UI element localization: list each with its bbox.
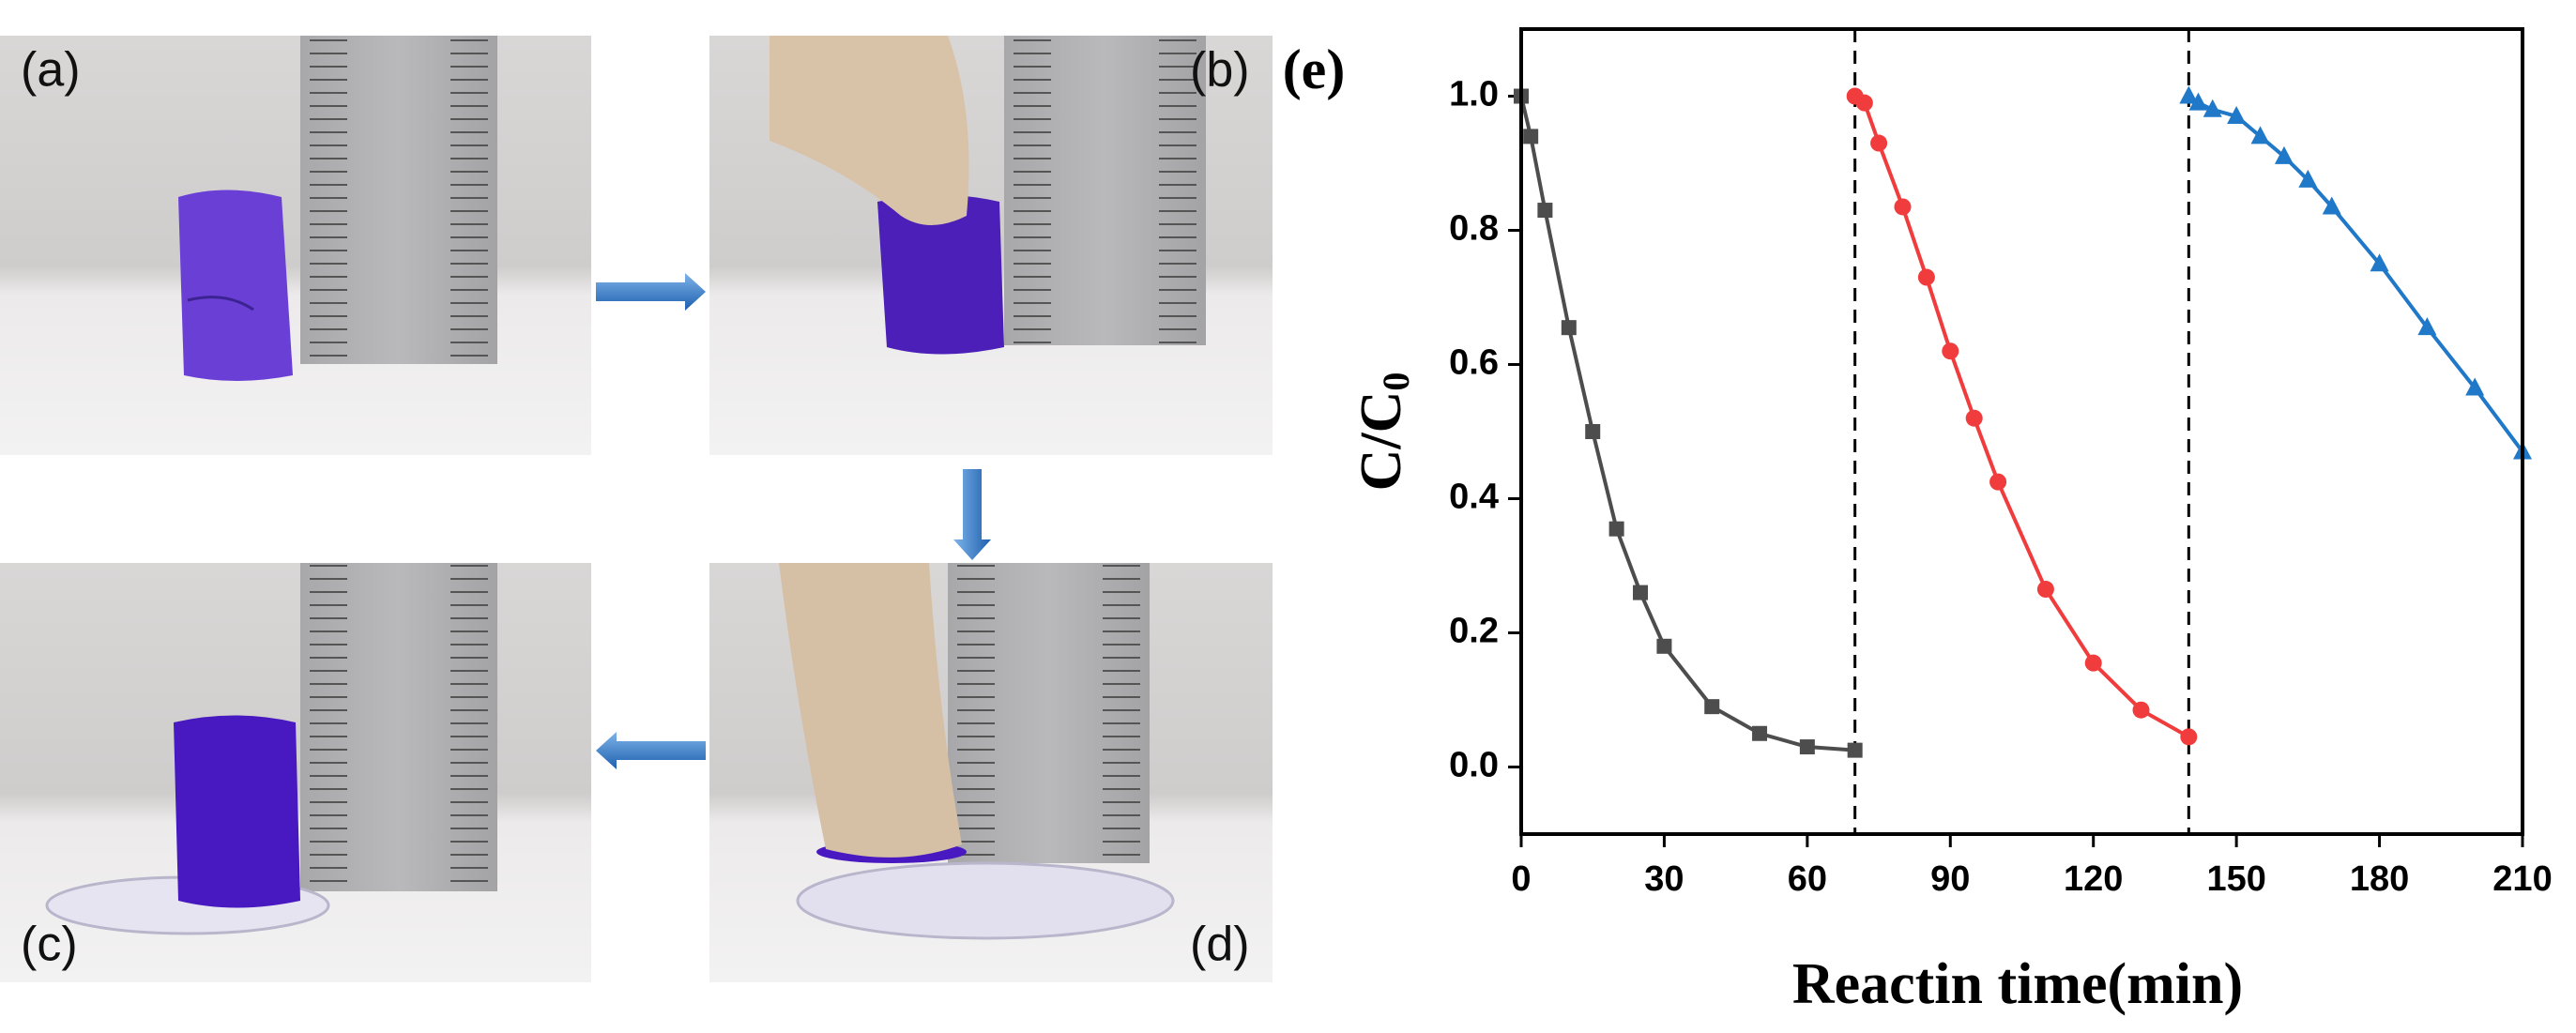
photo-d: [709, 563, 1273, 982]
data-point: [2132, 701, 2150, 719]
y-tick-label: 0.2: [1449, 612, 1499, 651]
x-tick-label: 120: [2064, 859, 2123, 899]
panel-label: (a): [21, 43, 81, 98]
y-tick-label: 0.4: [1449, 478, 1499, 517]
data-point: [1917, 268, 1935, 286]
data-point: [1855, 94, 1873, 112]
data-point: [2180, 728, 2198, 746]
panel-label: (b): [1190, 43, 1250, 98]
photo-b: [709, 36, 1273, 455]
data-point: [2036, 581, 2054, 599]
panel-label: (c): [21, 918, 78, 972]
data-point: [1942, 342, 1959, 360]
y-axis-label-subscript: 0: [1375, 372, 1417, 391]
data-point: [1704, 699, 1720, 715]
data-point: [1799, 739, 1815, 755]
data-point: [2298, 169, 2318, 188]
arrow-left: [596, 732, 706, 769]
data-point: [1989, 473, 2007, 491]
data-point: [1585, 424, 1601, 439]
data-point: [2274, 145, 2294, 164]
data-point: [1752, 725, 1768, 741]
y-tick-label: 0.8: [1449, 209, 1499, 249]
x-tick-label: 60: [1788, 859, 1827, 899]
x-tick-label: 150: [2206, 859, 2265, 899]
data-point: [2084, 654, 2102, 672]
data-point: [1633, 585, 1649, 600]
x-tick-label: 180: [2350, 859, 2409, 899]
plot-frame: [1519, 27, 2524, 836]
data-point: [1965, 409, 1983, 427]
data-point: [2465, 377, 2485, 396]
data-point: [1523, 129, 1539, 144]
data-point: [1561, 320, 1577, 336]
y-axis-label-main: C/C: [1349, 391, 1413, 492]
x-tick-label: 210: [2492, 859, 2552, 899]
series-line: [1853, 94, 2190, 739]
x-tick-label: 30: [1644, 859, 1684, 899]
data-point: [2370, 253, 2389, 272]
y-tick-label: 1.0: [1449, 75, 1499, 114]
data-point: [1656, 638, 1672, 654]
data-point: [2322, 196, 2341, 215]
arrow-right: [596, 273, 706, 311]
x-tick-label: 90: [1930, 859, 1970, 899]
y-tick-label: 0.6: [1449, 343, 1499, 383]
x-tick-label: 0: [1511, 859, 1531, 899]
data-point: [2227, 105, 2247, 124]
data-point: [1847, 742, 1863, 758]
arrow-down: [953, 469, 991, 560]
data-point: [2179, 85, 2199, 104]
data-point: [1870, 134, 1888, 152]
chart-panel-label: (e): [1283, 38, 1346, 100]
data-point: [2250, 126, 2270, 144]
series-line: [2187, 94, 2524, 453]
data-point: [2203, 99, 2222, 117]
data-point: [2417, 317, 2437, 336]
data-point: [2188, 92, 2208, 111]
data-point: [1608, 521, 1624, 537]
data-point: [1537, 203, 1553, 219]
y-tick-label: 0.0: [1449, 746, 1499, 785]
photo-a: [0, 36, 591, 455]
data-point: [1894, 198, 1912, 216]
panel-label: (d): [1190, 918, 1250, 972]
x-axis-label: Reactin time(min): [1792, 952, 2243, 1016]
y-axis-label: C/C0: [1349, 372, 1417, 492]
photo-c: [0, 563, 591, 982]
series-line: [1519, 96, 1855, 752]
